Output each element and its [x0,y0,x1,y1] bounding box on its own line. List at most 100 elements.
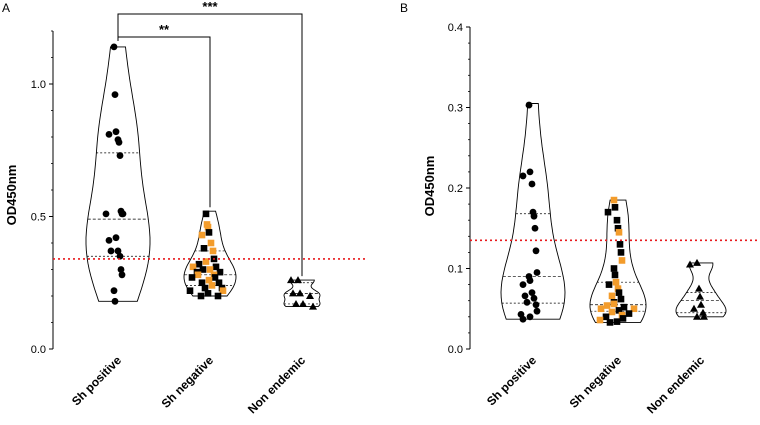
panel-a-y-tick-label: 1.0 [31,79,46,91]
panel-b-point-0-19 [526,313,534,321]
panel-b-point-1-1 [611,204,619,211]
panel-a-point-1-20 [188,274,196,281]
panel-a-significance-bracket-0 [117,36,211,208]
panel-b-point-1-4 [614,224,622,232]
panel-a-significance-bracket-1 [117,13,303,277]
panel-a-y-tick-label: 0.5 [31,212,46,224]
panel-b-point-1-21 [597,305,605,313]
panel-b-point-0-17 [533,307,541,315]
panel-b-y-tick-label: 0.4 [448,22,463,34]
panel-a-point-1-12 [189,263,197,271]
panel-a-point-2-2 [296,289,304,297]
panel-a-point-1-29 [204,290,212,297]
panel-a-point-0-0 [110,43,118,51]
panel-b-point-2-1 [686,260,694,268]
panel-b-point-1-19 [603,302,611,309]
panel-a-point-2-6 [292,299,300,307]
panel-a-point-1-28 [219,287,227,294]
panel-a-point-0-16 [117,266,125,273]
panel-b-point-2-2 [695,284,703,292]
panel-a-point-1-15 [216,268,224,276]
panel-b-point-1-31 [606,319,614,326]
panel-a-point-1-3 [205,229,213,236]
panel-a-point-1-5 [207,239,215,247]
panel-b-y-tick-label: 0.3 [448,103,463,115]
panel-a-y-axis-label: OD450nm [4,165,19,226]
panel-a-point-1-24 [208,282,216,289]
panel-b-y-axis-label: OD450nm [422,156,437,217]
panel-b-point-2-3 [696,292,704,300]
panel-b-point-0-20 [519,315,527,323]
panel-b-point-0-7 [532,247,540,255]
panel-a-point-1-6 [200,245,208,252]
panel-b-point-0-5 [530,212,538,220]
panel-b-point-2-7 [700,312,708,320]
panel-a-point-0-6 [116,152,124,159]
panel-b-point-1-30 [613,318,621,325]
panel-a-point-0-1 [111,91,119,98]
panel-a-point-1-23 [215,279,223,287]
panel-a-point-1-30 [197,292,205,300]
panel-b-point-0-6 [531,224,539,232]
panel-b-point-0-0 [525,101,533,109]
panel-b-point-1-28 [619,315,627,322]
panel-a-point-0-13 [114,247,122,255]
panel-a-point-0-11 [112,234,120,242]
panel-a-point-1-18 [194,271,202,279]
panel-a-point-2-1 [287,276,295,284]
panel-b-letter: B [400,1,408,15]
panel-a-category-label-2: Non endemic [245,353,308,416]
panel-a-point-1-22 [198,279,206,287]
panel-a-point-1-2 [204,223,212,231]
panel-a-y-tick-label: 0.0 [31,344,46,356]
panel-a-point-0-17 [118,271,126,279]
panel-a-point-0-12 [105,236,113,244]
panel-a-point-1-27 [186,287,194,294]
panel-a-plot: 0.0 0.5 1.0 Sh positive Sh negative Non endem… [31,0,368,416]
panel-b-point-1-24 [608,308,616,316]
panel-a-violin-0 [85,46,151,302]
panel-a-point-0-14 [107,247,115,255]
panel-a-point-2-4 [306,292,314,299]
panel-b-point-1-27 [602,313,610,321]
panel-b-violin-1 [589,199,647,323]
panel-b-point-1-18 [610,300,618,308]
panel-a-letter: A [2,1,10,15]
panel-b-point-0-3 [528,180,536,188]
panel-b-point-1-23 [615,307,623,314]
panel-b-point-1-22 [630,305,638,313]
panel-b-point-0-13 [521,292,529,300]
panel-a-point-1-0 [202,210,210,218]
panel-a-point-1-19 [211,274,219,281]
panel-a-significance-label-0: ** [159,22,170,37]
panel-b-point-2-4 [697,300,705,308]
panel-b-point-0-16 [532,301,540,309]
panel-b-y-tick-label: 0.2 [448,183,463,195]
panel-a-point-1-13 [206,266,214,273]
panel-b-point-1-5 [615,228,623,236]
panel-b-point-0-2 [519,172,527,180]
panel-b-point-1-8 [618,257,626,264]
panel-b-y-tick-label: 0.0 [448,344,463,356]
panel-b-plot: 0.0 0.1 0.2 0.3 0.4 Sh positive Sh negative Non… [448,22,758,416]
panel-b-point-1-15 [608,292,616,300]
panel-b-point-1-25 [625,310,633,317]
panel-a-point-1-11 [212,263,220,271]
panel-b-point-0-11 [519,281,527,288]
panel-b-point-1-9 [610,265,618,272]
panel-b-point-1-20 [620,303,628,311]
panel-a-point-0-19 [111,297,119,305]
panel-b-point-1-29 [596,316,604,324]
panel-b-point-1-11 [612,278,620,286]
panel-b-category-label-1: Sh negative [567,353,625,411]
panel-b-point-0-8 [533,269,541,276]
panel-b-point-0-14 [530,294,538,302]
panel-a-point-2-0 [294,276,302,284]
panel-b-category-label-0: Sh positive [484,353,539,408]
panel-b-point-1-6 [616,241,624,248]
panel-a-point-1-4 [198,231,206,239]
panel-b-point-2-5 [690,304,698,312]
panel-a-point-0-10 [119,210,127,218]
panel-a-point-1-31 [214,292,222,300]
